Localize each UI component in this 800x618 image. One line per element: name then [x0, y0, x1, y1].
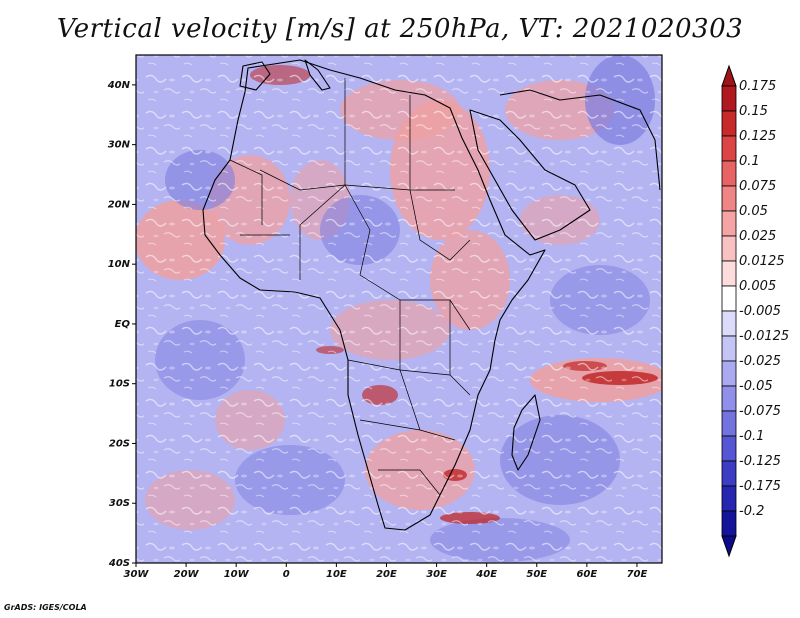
lon-tick-label: 10W [224, 569, 250, 580]
colorbar-label: 0.05 [739, 204, 768, 219]
lat-tick-label: 20S [109, 438, 130, 449]
colorbar-segment [721, 335, 737, 362]
colorbar-segment [721, 485, 737, 512]
colorbar-bottom-arrow [721, 535, 737, 558]
lat-tick-label: 40N [107, 80, 131, 91]
lat-tick-label: 30N [108, 140, 131, 151]
colorbar-label: 0.005 [739, 279, 776, 294]
plot-frame [135, 54, 663, 564]
lat-tick-label: 10S [109, 379, 130, 390]
colorbar-label: -0.175 [739, 479, 781, 494]
colorbar-segment [721, 235, 737, 262]
arabian-coastline [469, 109, 591, 241]
lat-tick-label: 10N [108, 259, 131, 270]
colorbar-segment [721, 260, 737, 287]
colorbar-label: 0.175 [739, 79, 776, 94]
colorbar-label: -0.025 [739, 354, 781, 369]
colorbar-label: 0.075 [739, 179, 776, 194]
lon-tick-label: 30E [426, 569, 447, 580]
colorbar-segment [721, 185, 737, 212]
madagascar-coastline [511, 394, 541, 471]
colorbar-segment [721, 110, 737, 137]
lon-tick-label: 20E [376, 569, 397, 580]
colorbar-segment [721, 160, 737, 187]
colorbar-segment [721, 385, 737, 412]
lat-tick-label: 30S [109, 498, 130, 509]
colorbar-segment [721, 310, 737, 337]
colorbar: 0.175 0.15 0.125 0.1 0.075 0.05 0.025 0.0125 0.0… [721, 64, 789, 558]
colorbar-label: -0.05 [739, 379, 773, 394]
lon-tick-label: 60E [576, 569, 597, 580]
colorbar-segment [721, 510, 737, 537]
lat-tick-label: 20N [108, 199, 131, 210]
colorbar-segment [721, 285, 737, 312]
colorbar-label: -0.1 [739, 429, 764, 444]
latitude-ticks: 40N 30N 20N 10N EQ 10S 20S 30S 40S [107, 80, 136, 569]
colorbar-label: 0.125 [739, 129, 776, 144]
colorbar-label: -0.125 [739, 454, 781, 469]
italy-coastline [304, 59, 331, 91]
colorbar-segment [721, 460, 737, 487]
iberia-coastline [239, 61, 271, 91]
lon-tick-label: 10E [326, 569, 347, 580]
colorbar-top-arrow [721, 64, 737, 87]
colorbar-segment [721, 360, 737, 387]
colorbar-label: -0.0125 [739, 329, 789, 344]
colorbar-segment [721, 435, 737, 462]
lat-tick-label: 40S [108, 558, 130, 569]
colorbar-label: 0.025 [739, 229, 776, 244]
colorbar-segment [721, 410, 737, 437]
lon-tick-label: 50E [526, 569, 547, 580]
map-title: Vertical velocity [m/s] at 250hPa, VT: 2… [56, 14, 744, 44]
colorbar-segment [721, 210, 737, 237]
lon-tick-label: 0 [283, 569, 290, 580]
colorbar-label: -0.075 [739, 404, 781, 419]
lon-tick-label: 70E [627, 569, 648, 580]
lon-tick-label: 30W [124, 569, 150, 580]
lon-tick-label: 40E [475, 569, 497, 580]
lat-tick-label: EQ [115, 319, 131, 330]
colorbar-segment [721, 85, 737, 112]
longitude-ticks: 30W 20W 10W 0 10E 20E 30E 40E 50E 60E 70E [124, 563, 648, 580]
velocity-field [136, 55, 662, 563]
grads-credit: GrADS: IGES/COLA [4, 603, 87, 612]
colorbar-label: 0.0125 [739, 254, 785, 269]
lon-tick-label: 20W [174, 569, 200, 580]
middle-east-coast [499, 89, 661, 191]
colorbar-label: -0.2 [739, 504, 764, 519]
colorbar-label: 0.15 [739, 104, 768, 119]
colorbar-label: -0.005 [739, 304, 781, 319]
country-borders [229, 78, 471, 496]
colorbar-label: 0.1 [739, 154, 760, 169]
colorbar-segment [721, 135, 737, 162]
